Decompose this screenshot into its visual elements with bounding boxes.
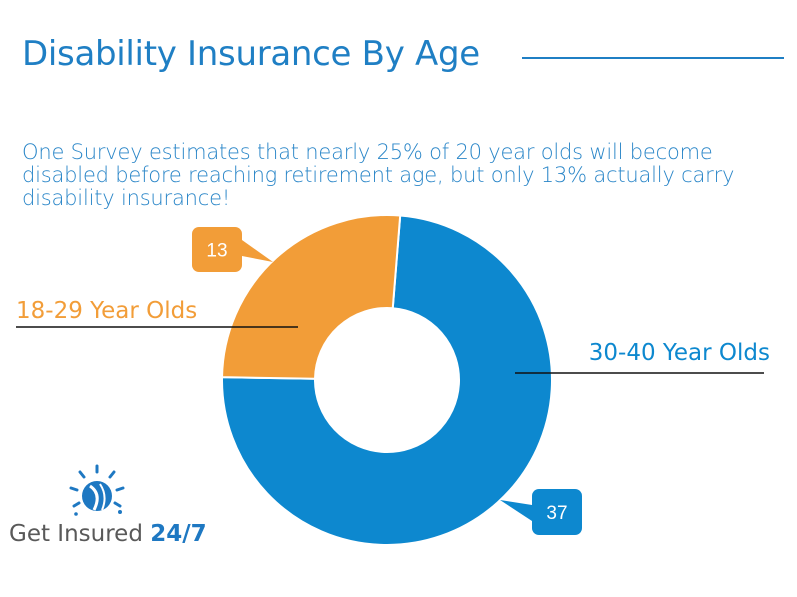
data-label-0: 13 (192, 227, 273, 272)
category-labels: 18-29 Year Olds 30-40 Year Olds (16, 298, 770, 374)
data-label-pointer (500, 500, 532, 521)
donut-callouts: 13 37 (192, 227, 582, 535)
slide-title: Disability Insurance By Age (22, 34, 480, 74)
category-label-1: 30-40 Year Olds (515, 340, 770, 374)
category-label-0: 18-29 Year Olds (16, 298, 298, 328)
data-label-pointer (242, 240, 273, 262)
data-label-text: 37 (546, 503, 567, 524)
data-label-box (192, 227, 242, 272)
category-label-text: 30-40 Year Olds (589, 340, 770, 366)
sun-globe-icon (69, 464, 125, 516)
slide-subtitle: One Survey estimates that nearly 25% of … (22, 140, 735, 210)
data-label-box (532, 489, 582, 535)
title-underline (522, 57, 784, 59)
logo-text-main: Get Insured (9, 521, 143, 547)
logo-wordmark: Get Insured 24/7 (9, 521, 207, 547)
donut-slice-0 (221, 214, 402, 380)
category-label-text: 18-29 Year Olds (16, 298, 197, 324)
donut-slices (221, 214, 553, 546)
data-label-1: 37 (500, 489, 582, 535)
logo-text-number: 24/7 (150, 521, 207, 547)
donut-slice-1 (221, 214, 553, 546)
data-label-text: 13 (206, 241, 227, 262)
